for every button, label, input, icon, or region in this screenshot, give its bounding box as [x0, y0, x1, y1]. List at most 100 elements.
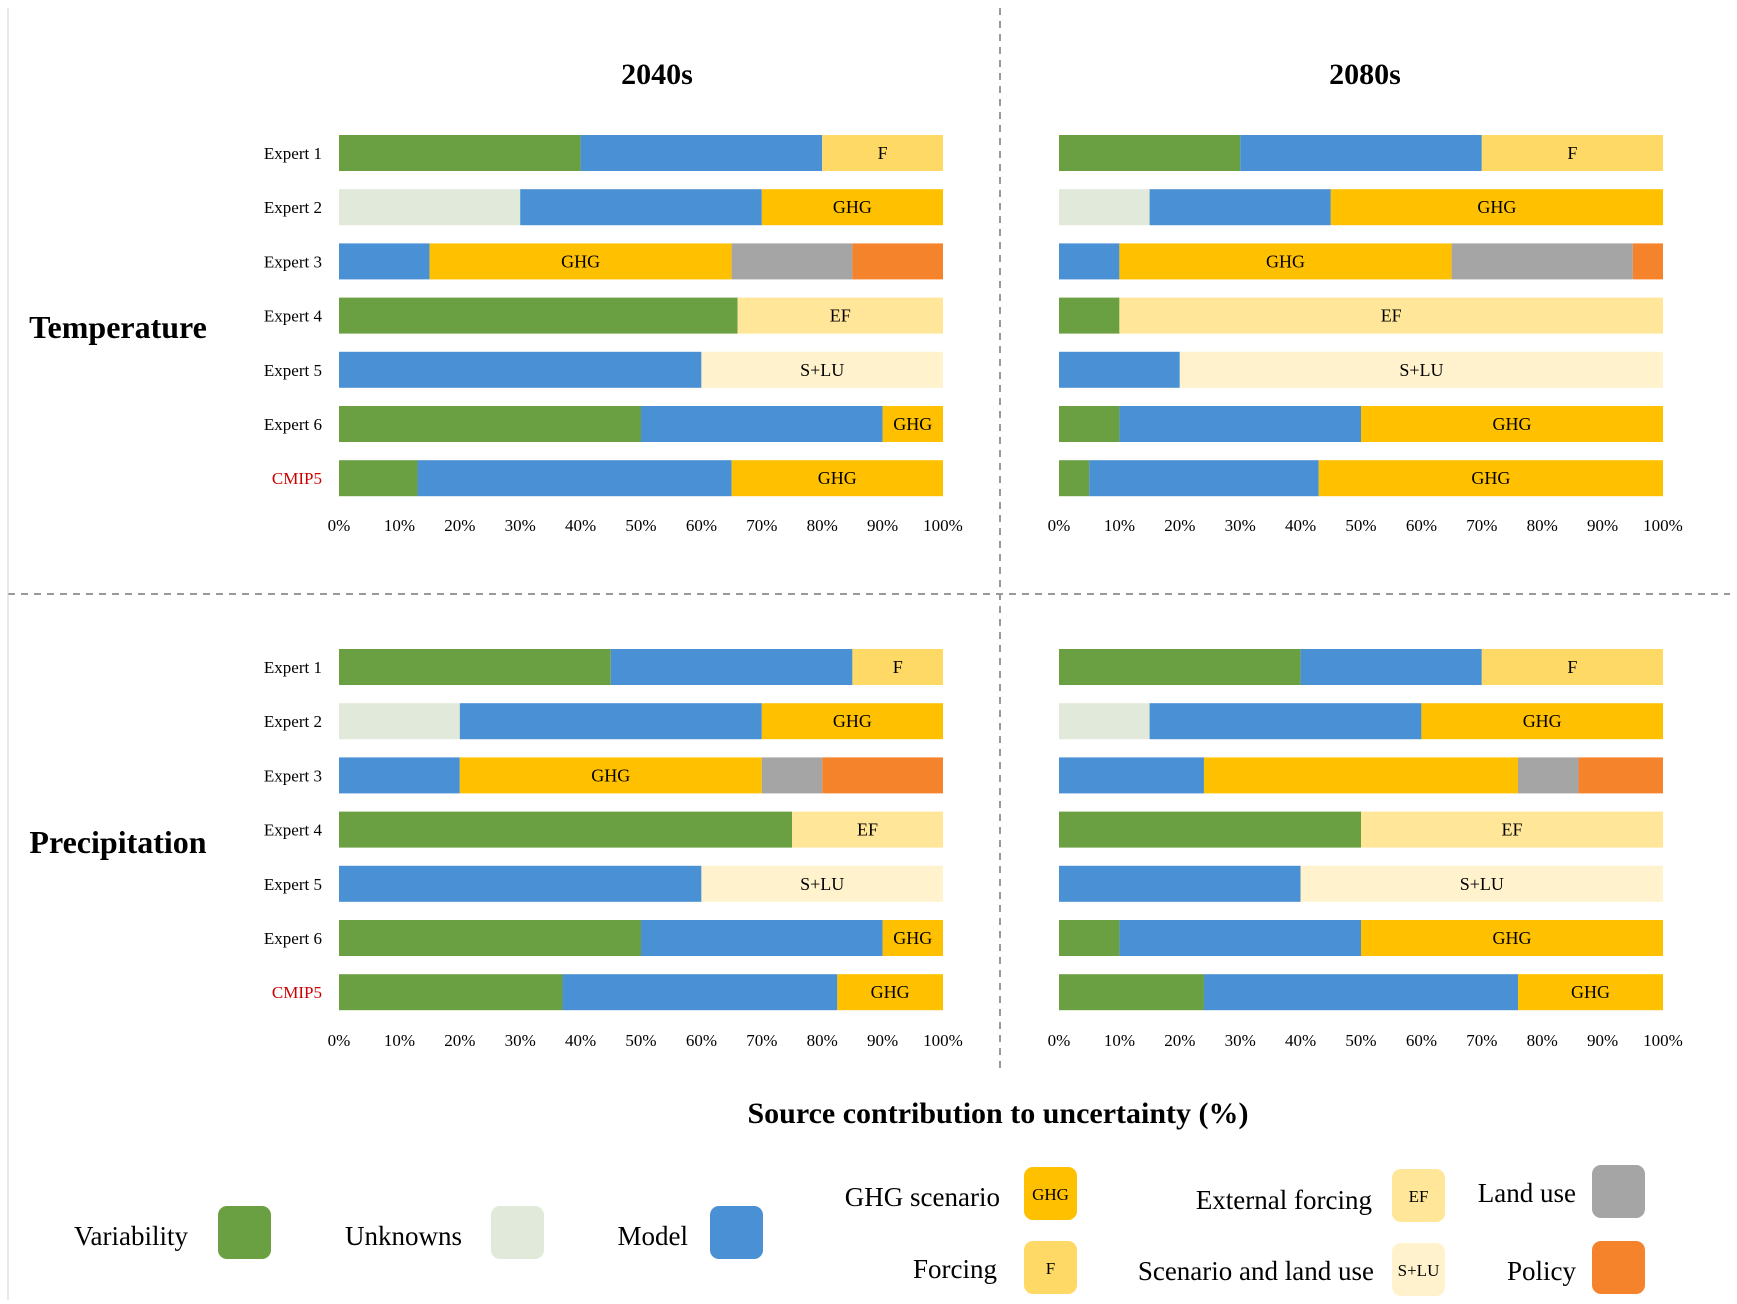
- x-tick-label: 20%: [444, 1031, 475, 1050]
- x-tick-label: 80%: [1527, 1031, 1558, 1050]
- bar-segment-slu: [701, 351, 943, 388]
- x-tick-label: 70%: [746, 516, 777, 535]
- x-tick-label: 50%: [1345, 516, 1376, 535]
- row-title-precipitation: Precipitation: [29, 824, 206, 860]
- bar-segment-model: [1089, 460, 1319, 497]
- x-tick-label: 40%: [565, 1031, 596, 1050]
- category-label: Expert 6: [264, 929, 322, 948]
- bar-segment-ghg: [761, 189, 943, 226]
- bar-segment-forcing: [852, 649, 943, 685]
- bar-segment-ghg: [1318, 460, 1663, 497]
- legend-item-landuse: Land use: [1478, 1165, 1645, 1218]
- x-tick-label: 10%: [1104, 1031, 1135, 1050]
- legend-item-external_forcing: External forcing EF: [1196, 1169, 1445, 1222]
- segment-label: EF: [1501, 820, 1522, 840]
- x-tick-label: 30%: [1225, 516, 1256, 535]
- bar-segment-ghg: [459, 757, 762, 794]
- x-tick-label: 30%: [1225, 1031, 1256, 1050]
- category-label: Expert 1: [264, 144, 322, 163]
- legend-item-variability: Variability: [74, 1206, 271, 1259]
- category-label: Expert 4: [264, 821, 323, 840]
- x-tick-label: 0%: [1048, 516, 1071, 535]
- panel-temperature-2080s: F GHG GHG EF S+LU GHG GHG 0% 10% 20% 30% 40% 50% 60% 7…: [1048, 135, 1683, 535]
- panel-temperature-2040s: F Expert 1 GHG Expert 2 GHG Expert 3 EF Expert …: [264, 135, 963, 535]
- x-tick-label: 80%: [807, 1031, 838, 1050]
- panel-precipitation-2080s: F GHG EF S+LU GHG GHG 0% 10% 20% 30% 40% 50% 60% 70% 8…: [1048, 649, 1683, 1050]
- bar-segment-unknowns: [1059, 703, 1150, 740]
- bar-segment-ghg: [761, 703, 943, 740]
- segment-label: GHG: [818, 468, 857, 488]
- x-tick-label: 40%: [565, 516, 596, 535]
- bar-segment-model: [1119, 920, 1361, 956]
- x-tick-label: 100%: [923, 516, 963, 535]
- x-tick-label: 100%: [1643, 516, 1683, 535]
- x-tick-label: 20%: [444, 516, 475, 535]
- legend-swatch: [1392, 1169, 1445, 1222]
- x-tick-label: 90%: [1587, 1031, 1618, 1050]
- bar-segment-model: [1059, 757, 1204, 794]
- bar-segment-model: [1240, 135, 1482, 171]
- category-label: CMIP5: [272, 983, 322, 1002]
- bar-segment-landuse: [731, 243, 853, 280]
- bar-segment-ghg: [1518, 974, 1663, 1011]
- bar-segment-landuse: [1518, 757, 1579, 794]
- segment-label: GHG: [871, 982, 910, 1002]
- legend: Variability Unknowns Model GHG scenario GHG F…: [74, 1165, 1645, 1296]
- x-tick-label: 30%: [505, 516, 536, 535]
- segment-label: F: [1567, 143, 1577, 163]
- segment-label: GHG: [1471, 468, 1510, 488]
- bar-segment-unknowns: [339, 189, 521, 226]
- legend-swatch-code: GHG: [1032, 1185, 1069, 1204]
- x-tick-label: 60%: [686, 1031, 717, 1050]
- segment-label: GHG: [893, 414, 932, 434]
- bar-segment-unknowns: [1059, 189, 1150, 226]
- bar-segment-model: [1300, 649, 1482, 685]
- legend-label: Policy: [1507, 1256, 1577, 1286]
- bar-segment-model: [1149, 189, 1331, 226]
- bar-segment-model: [1059, 865, 1301, 902]
- column-title-2040s: 2040s: [621, 58, 693, 91]
- bar-segment-ghg: [837, 974, 943, 1011]
- x-tick-label: 70%: [1466, 1031, 1497, 1050]
- bar-segment-slu: [1300, 865, 1663, 902]
- x-tick-label: 0%: [328, 1031, 351, 1050]
- bar-segment-ghg: [1203, 757, 1519, 794]
- legend-item-forcing: Forcing F: [913, 1241, 1077, 1294]
- legend-item-policy: Policy: [1507, 1241, 1645, 1294]
- segment-label: GHG: [561, 251, 600, 271]
- bar-segment-model: [417, 460, 732, 497]
- x-tick-label: 10%: [384, 516, 415, 535]
- legend-swatch-code: S+LU: [1398, 1261, 1440, 1280]
- bar-segment-external_forcing: [1119, 297, 1663, 334]
- category-label: Expert 1: [264, 658, 322, 677]
- x-tick-label: 0%: [328, 516, 351, 535]
- bar-segment-slu: [701, 865, 943, 902]
- legend-label: Unknowns: [345, 1221, 462, 1251]
- category-label: Expert 6: [264, 415, 322, 434]
- bar-segment-model: [1119, 406, 1361, 442]
- category-label: Expert 5: [264, 361, 322, 380]
- x-tick-label: 20%: [1164, 1031, 1195, 1050]
- segment-label: EF: [1381, 306, 1402, 326]
- x-tick-label: 40%: [1285, 516, 1316, 535]
- legend-label: External forcing: [1196, 1185, 1372, 1215]
- segment-label: GHG: [893, 928, 932, 948]
- bar-segment-variability: [339, 297, 738, 334]
- legend-swatch: [1392, 1243, 1445, 1296]
- bar-segment-ghg: [731, 460, 943, 497]
- legend-swatch: [218, 1206, 271, 1259]
- segment-label: EF: [857, 820, 878, 840]
- segment-label: S+LU: [1460, 874, 1504, 894]
- row-title-temperature: Temperature: [29, 309, 207, 345]
- category-label: Expert 4: [264, 307, 323, 326]
- legend-swatch-code: F: [1046, 1259, 1055, 1278]
- x-tick-label: 50%: [625, 1031, 656, 1050]
- bar-segment-policy: [1578, 757, 1663, 794]
- bar-segment-variability: [339, 135, 581, 171]
- bar-segment-ghg: [1361, 406, 1663, 442]
- x-tick-label: 30%: [505, 1031, 536, 1050]
- segment-label: GHG: [1266, 251, 1305, 271]
- bar-segment-model: [610, 649, 853, 685]
- bar-segment-forcing: [822, 135, 943, 171]
